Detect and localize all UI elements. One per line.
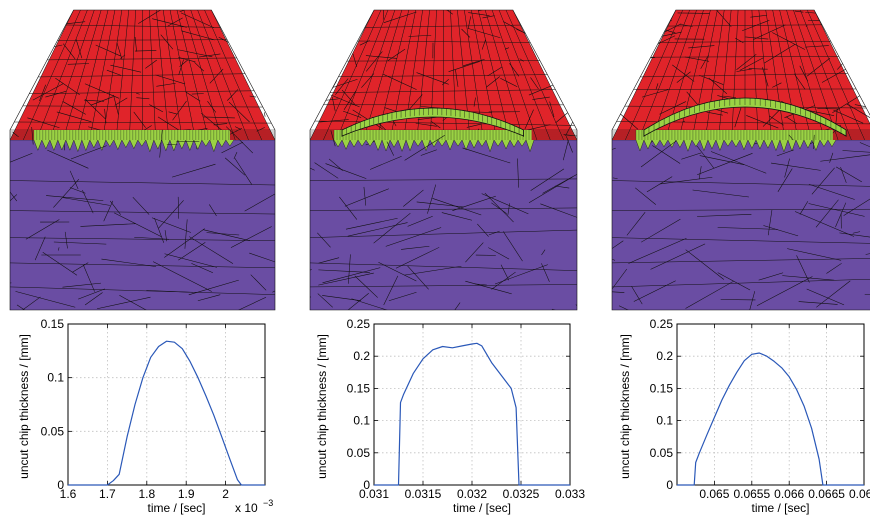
x-tick-label: 0.031 <box>359 487 389 501</box>
axes-frame <box>676 323 865 486</box>
y-tick-label: 0.25 <box>347 317 371 331</box>
chart-2: 0.031 0.0315 0.032 0.0325 0.033 0 0.05 0.1 0.15 0… <box>315 317 585 515</box>
x-tick-label: 0.0325 <box>503 487 540 501</box>
x-tick-label: 0.033 <box>555 487 585 501</box>
chart-3: 0.065 0.0655 0.066 0.0665 0.067 0 0.05 0.1 0.15 0… <box>618 317 870 515</box>
series-line <box>68 340 265 486</box>
mesh-panel-2 <box>309 9 578 311</box>
y-tick-label: 0 <box>666 478 673 492</box>
y-tick-label: 0.05 <box>41 424 65 438</box>
x-tick-label: 0.0665 <box>808 487 845 501</box>
chart-1: 1.6 1.7 1.8 1.9 2 0 0.05 0.1 0.15 time / [sec] unc… <box>17 317 273 515</box>
y-tick-label: 0.2 <box>656 349 673 363</box>
workpiece-region <box>310 140 577 310</box>
workpiece-region <box>10 140 275 310</box>
y-tick-label: 0.05 <box>347 446 371 460</box>
workpiece-region <box>612 140 870 310</box>
x-tick-label: 1.8 <box>138 487 155 501</box>
x-axis-label: time / [sec] <box>751 501 809 515</box>
x-tick-label: 0.067 <box>849 487 870 501</box>
x-exponent-label: x 10 <box>235 501 258 515</box>
y-tick-label: 0.1 <box>47 371 64 385</box>
y-axis-label: uncut chip thickness / [mm] <box>315 334 329 479</box>
x-tick-label: 1.6 <box>60 487 77 501</box>
series-line <box>677 352 864 486</box>
x-tick-label: 0.0655 <box>733 487 770 501</box>
y-tick-label: 0 <box>363 478 370 492</box>
y-axis-label: uncut chip thickness / [mm] <box>618 334 632 479</box>
x-tick-label: 0.065 <box>699 487 729 501</box>
plot-area <box>677 324 864 485</box>
x-tick-label: 1.9 <box>178 487 195 501</box>
y-tick-label: 0.15 <box>650 381 674 395</box>
y-tick-label: 0.1 <box>656 414 673 428</box>
y-axis-label: uncut chip thickness / [mm] <box>17 334 31 479</box>
y-tick-label: 0.15 <box>347 381 371 395</box>
x-tick-label: 0.0315 <box>405 487 442 501</box>
mesh-panel-1 <box>9 9 276 311</box>
y-tick-label: 0.25 <box>650 317 674 331</box>
y-tick-label: 0.15 <box>41 317 65 331</box>
x-exponent-power: −3 <box>263 498 273 508</box>
x-axis-label: time / [sec] <box>453 501 511 515</box>
series-line <box>374 342 570 486</box>
y-tick-label: 0.1 <box>353 414 370 428</box>
chip-band <box>334 130 532 140</box>
y-tick-label: 0 <box>57 478 64 492</box>
mesh-panel-3 <box>611 9 870 311</box>
chip-band <box>635 130 833 140</box>
x-tick-label: 0.032 <box>457 487 487 501</box>
axes-frame <box>67 323 266 486</box>
y-tick-label: 0.05 <box>650 446 674 460</box>
x-tick-label: 0.066 <box>774 487 804 501</box>
x-axis-label: time / [sec] <box>147 501 205 515</box>
x-tick-label: 2 <box>222 487 229 501</box>
chip-band <box>33 130 230 140</box>
plot-area <box>68 324 265 485</box>
y-tick-label: 0.2 <box>353 349 370 363</box>
x-tick-label: 1.7 <box>99 487 116 501</box>
